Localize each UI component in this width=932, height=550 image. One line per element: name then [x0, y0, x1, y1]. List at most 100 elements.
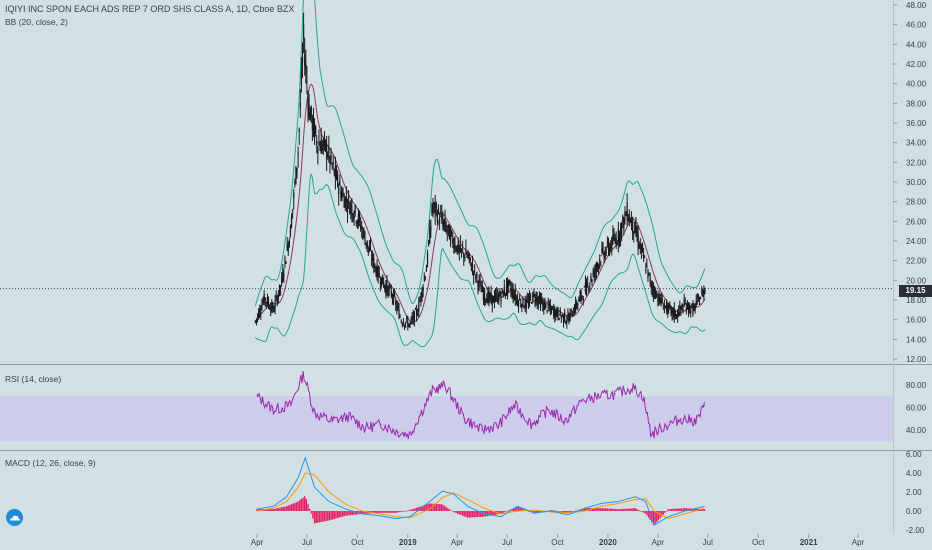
price-candle-body	[378, 273, 380, 277]
time-tick-label: Apr	[852, 538, 865, 547]
price-point	[642, 255, 644, 257]
price-candle-body	[421, 288, 423, 297]
price-candle-body	[328, 146, 330, 154]
rsi-indicator-label[interactable]: RSI (14, close)	[5, 374, 62, 384]
price-candle-body	[640, 244, 642, 252]
macd-histogram-bar	[304, 496, 306, 511]
price-candle-body	[680, 306, 682, 310]
price-candle-body	[627, 219, 629, 221]
price-candle-body	[489, 294, 491, 299]
price-tick-label: 24.00	[906, 237, 927, 246]
price-candle-body	[420, 293, 422, 301]
price-candle-body	[357, 213, 360, 223]
price-candle-body	[440, 212, 442, 214]
price-candle-body	[483, 289, 486, 300]
price-point	[667, 309, 669, 311]
price-candle-body	[431, 204, 433, 214]
price-candle-body	[691, 304, 693, 306]
price-point	[508, 284, 510, 286]
macd-histogram-bar	[684, 508, 686, 511]
macd-histogram-bar	[611, 508, 614, 511]
price-candle-body	[434, 202, 436, 215]
price-candle-body	[591, 279, 593, 282]
macd-histogram-bar	[550, 510, 553, 511]
macd-histogram-bar	[338, 511, 340, 518]
macd-histogram-bar	[503, 511, 505, 513]
macd-histogram-bar	[401, 511, 403, 512]
price-candle-body	[275, 295, 277, 297]
rsi-tick-label: 40.00	[906, 426, 927, 435]
price-candle-body	[550, 308, 553, 314]
rsi-tick-label: 60.00	[906, 404, 927, 413]
tradingview-logo-icon[interactable]	[6, 509, 23, 526]
price-candle-body	[264, 298, 266, 301]
price-candle-body	[704, 290, 706, 291]
price-candle-body	[689, 305, 691, 313]
price-candle-body	[485, 299, 487, 302]
price-candle-body	[457, 241, 459, 253]
macd-indicator-label[interactable]: MACD (12, 26, close, 9)	[5, 458, 96, 468]
time-tick-label: Jul	[302, 538, 312, 547]
price-candle-body	[436, 215, 439, 222]
price-point	[492, 299, 494, 301]
price-candle-body	[638, 245, 640, 249]
macd-histogram-bar	[294, 502, 296, 511]
macd-histogram-bar	[447, 508, 449, 511]
macd-histogram-bar	[565, 511, 567, 513]
rsi-point	[548, 409, 550, 411]
price-candle-body	[425, 269, 428, 272]
price-candle-body	[371, 258, 373, 260]
macd-histogram-bar	[315, 511, 317, 524]
price-candle-body	[374, 263, 376, 269]
macd-histogram-bar	[557, 511, 559, 512]
macd-histogram-bar	[465, 511, 467, 517]
price-candle-body	[536, 297, 538, 303]
macd-histogram-bar	[600, 508, 602, 511]
price-candle-body	[468, 253, 470, 258]
price-candle-body	[596, 265, 599, 267]
price-candle-body	[327, 155, 329, 158]
last-price-tag: 19.15	[899, 285, 932, 297]
price-candle-body	[346, 208, 349, 212]
macd-histogram-bar	[425, 504, 428, 511]
price-candle-body	[512, 289, 514, 298]
price-candle-body	[547, 302, 549, 307]
price-candle-body	[363, 229, 365, 232]
price-candle-body	[476, 272, 478, 277]
macd-histogram-bar	[568, 511, 571, 513]
macd-histogram-bar	[637, 509, 640, 511]
macd-histogram-bar	[633, 508, 635, 511]
price-candle-body	[282, 271, 284, 281]
price-tick-label: 42.00	[906, 60, 927, 69]
macd-histogram-bar	[664, 511, 666, 513]
rsi-point	[665, 425, 667, 426]
price-candle-body	[391, 295, 394, 298]
macd-histogram-bar	[629, 508, 632, 511]
price-candle-body	[524, 300, 526, 309]
price-candle-body	[634, 221, 636, 233]
price-candle-body	[259, 308, 261, 315]
bb-lower-band	[254, 173, 706, 348]
macd-histogram-bar	[700, 508, 702, 511]
macd-histogram-bar	[341, 511, 344, 517]
price-candle-body	[490, 292, 492, 300]
price-candle-body	[546, 310, 548, 312]
price-candle-body	[380, 277, 383, 287]
price-candle-body	[470, 268, 473, 271]
price-candle-body	[298, 129, 300, 132]
macd-histogram-bar	[305, 499, 308, 511]
price-candle-body	[573, 307, 576, 313]
price-candle-body	[293, 192, 295, 199]
price-candle-body	[412, 314, 414, 320]
price-candle-body	[618, 232, 621, 242]
price-candle-body	[564, 312, 566, 322]
price-candle-body	[463, 253, 465, 258]
macd-histogram-bar	[608, 508, 610, 511]
price-candle-body	[383, 282, 385, 287]
bb-indicator-label[interactable]: BB (20, close, 2)	[5, 17, 68, 27]
price-candle-body	[284, 257, 286, 261]
price-candle-body	[469, 257, 471, 261]
price-candle-body	[639, 243, 641, 246]
price-candle-body	[272, 305, 274, 310]
